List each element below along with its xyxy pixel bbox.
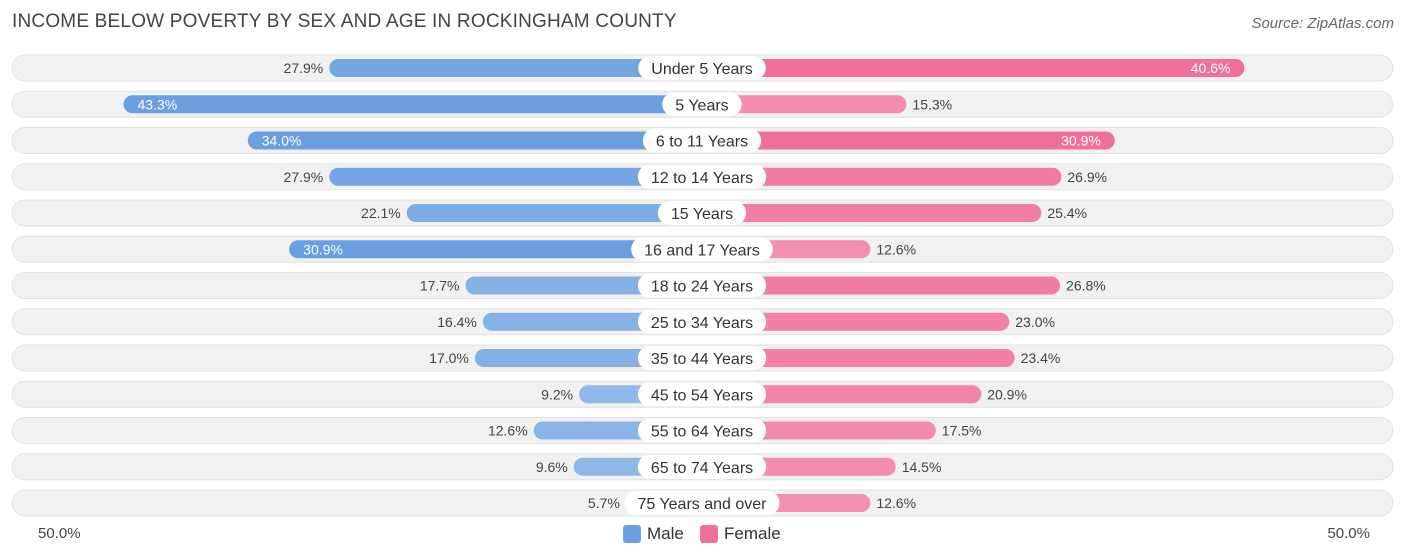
male-bar [329, 59, 702, 77]
legend-female-swatch [700, 525, 718, 543]
female-value-label: 17.5% [942, 423, 982, 439]
category-label: 75 Years and over [638, 496, 768, 513]
male-value-label: 16.4% [437, 314, 477, 330]
female-value-label: 23.4% [1021, 350, 1061, 366]
male-bar [406, 204, 702, 222]
category-label: 45 to 54 Years [651, 387, 753, 404]
female-bar [702, 95, 907, 114]
category-label: 6 to 11 Years [656, 134, 748, 151]
female-value-label: 26.8% [1066, 278, 1106, 294]
legend: Male Female [0, 524, 1406, 546]
male-value-label: 30.9% [303, 241, 343, 257]
chart-title: INCOME BELOW POVERTY BY SEX AND AGE IN R… [12, 11, 677, 32]
male-value-label: 27.9% [284, 169, 324, 185]
female-bar [702, 167, 1062, 186]
male-value-label: 5.7% [588, 495, 620, 511]
male-bar [329, 167, 702, 186]
axis-left-label: 50.0% [38, 525, 81, 542]
category-pill [637, 164, 767, 189]
category-pill [638, 56, 766, 80]
female-bar [702, 276, 1061, 295]
source-credit: Source: ZipAtlas.com [1251, 15, 1394, 32]
category-label: 55 to 64 Years [651, 424, 753, 441]
category-pill [637, 346, 767, 370]
male-value-label: 27.9% [284, 60, 324, 76]
female-value-label: 25.4% [1047, 205, 1087, 221]
category-label: 65 to 74 Years [651, 460, 753, 477]
legend-female-label: Female [724, 524, 781, 543]
female-bar [702, 131, 1115, 150]
category-label: 18 to 24 Years [651, 279, 753, 296]
category-label: 16 and 17 Years [644, 242, 760, 259]
male-value-label: 22.1% [361, 205, 401, 221]
category-pill [637, 418, 767, 443]
male-value-label: 34.0% [262, 133, 302, 149]
female-bar [702, 59, 1245, 77]
category-label: 15 Years [671, 206, 733, 223]
female-value-label: 14.5% [902, 459, 942, 475]
female-value-label: 26.9% [1067, 169, 1107, 185]
category-label: 35 to 44 Years [651, 351, 753, 368]
legend-male-label: Male [647, 524, 684, 543]
male-bar [247, 131, 702, 150]
female-value-label: 20.9% [987, 386, 1027, 402]
legend-male-swatch [623, 525, 641, 543]
female-bar [702, 385, 982, 404]
male-value-label: 9.6% [536, 459, 568, 475]
male-value-label: 17.7% [420, 278, 460, 294]
male-value-label: 9.2% [541, 386, 573, 402]
female-value-label: 12.6% [876, 241, 916, 257]
category-pill [637, 273, 767, 298]
category-pill [637, 309, 767, 334]
axis-right-label: 50.0% [1327, 525, 1370, 542]
category-pill [637, 454, 767, 479]
category-pill [657, 201, 747, 225]
legend-male: Male [623, 524, 684, 544]
female-bar [702, 204, 1042, 222]
male-bar [123, 95, 702, 114]
male-value-label: 12.6% [488, 423, 528, 439]
female-value-label: 12.6% [876, 495, 916, 511]
category-label: 5 Years [675, 97, 728, 114]
female-value-label: 40.6% [1191, 60, 1231, 76]
category-label: 12 to 14 Years [651, 170, 753, 187]
category-pill [662, 92, 742, 117]
female-bar [702, 312, 1010, 331]
category-pill [642, 128, 762, 153]
category-label: 25 to 34 Years [651, 315, 753, 332]
male-bar [289, 240, 702, 259]
category-label: Under 5 Years [651, 61, 752, 78]
male-value-label: 17.0% [429, 350, 469, 366]
category-pill [637, 382, 767, 407]
category-pill [624, 491, 780, 515]
female-bar [702, 349, 1015, 367]
chart-plot: 27.9% 40.6% Under 5 Years 43.3% 15.3% 5 Years… [11, 54, 1394, 517]
legend-female: Female [700, 524, 781, 544]
female-value-label: 30.9% [1061, 133, 1101, 149]
female-value-label: 15.3% [912, 96, 952, 112]
male-value-label: 43.3% [138, 96, 178, 112]
category-pill [631, 237, 773, 262]
female-value-label: 23.0% [1015, 314, 1055, 330]
